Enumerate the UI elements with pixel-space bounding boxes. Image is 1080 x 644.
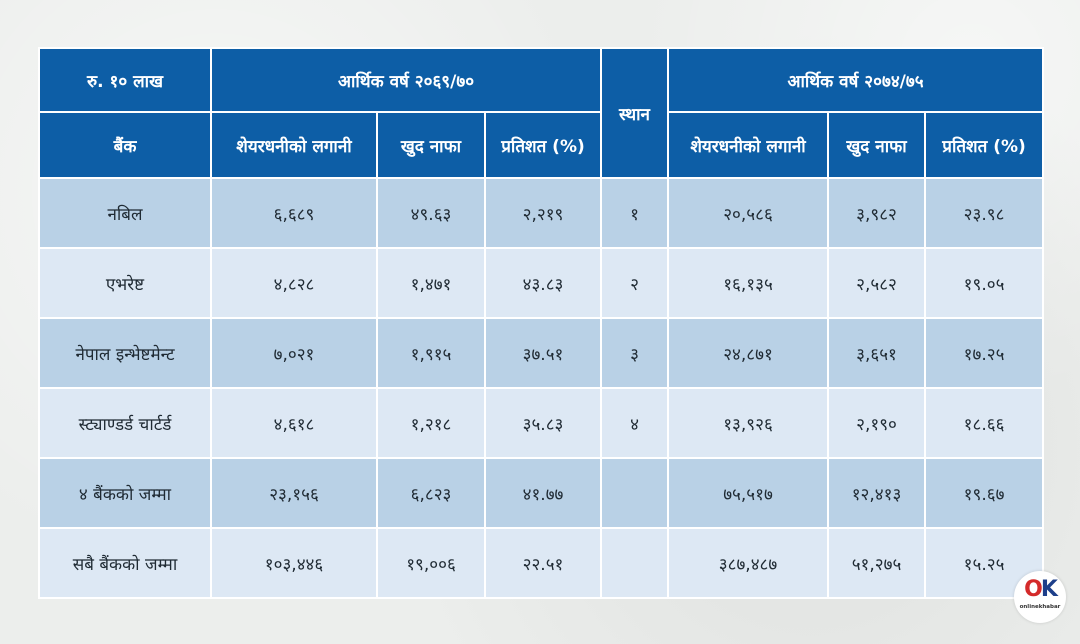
onlinekhabar-logo: OK onlinekhabar [1014, 571, 1066, 623]
bank-name-cell: नेपाल इन्भेष्टमेन्ट [38, 317, 212, 389]
fiscal-year-right-header: आर्थिक वर्ष २०७४/७५ [667, 47, 1045, 113]
header-row-sub: बैंक शेयरधनीको लगानी खुद नाफा प्रतिशत (%… [38, 111, 1045, 179]
percent-header-left: प्रतिशत (%) [483, 111, 603, 179]
percent-cell-left: ४१.७७ [483, 457, 603, 529]
rank-cell: ३ [600, 317, 670, 389]
profit-cell-left: १९,००६ [376, 527, 486, 599]
investment-cell-right: ७५,५१७ [667, 457, 830, 529]
profit-header-right: खुद नाफा [827, 111, 927, 179]
profit-cell-left: १,४७१ [376, 247, 486, 319]
profit-cell-left: ६,८२३ [376, 457, 486, 529]
percent-cell-right: १९.०५ [924, 247, 1045, 319]
table-row-total: सबै बैंकको जम्मा १०३,४४६ १९,००६ २२.५१ ३८… [38, 527, 1045, 599]
fiscal-year-left-header: आर्थिक वर्ष २०६९/७० [209, 47, 603, 113]
investment-cell-left: ४,८२८ [210, 247, 378, 319]
bank-comparison-table: रु. १० लाख आर्थिक वर्ष २०६९/७० स्थान आर्… [38, 47, 1045, 599]
rank-header: स्थान [600, 47, 670, 179]
investment-header-left: शेयरधनीको लगानी [210, 111, 378, 179]
investment-cell-left: ४,६१८ [210, 387, 378, 459]
investment-cell-left: २३,१५६ [210, 457, 378, 529]
bank-name-cell: सबै बैंकको जम्मा [38, 527, 212, 599]
table-row-subtotal: ४ बैंकको जम्मा २३,१५६ ६,८२३ ४१.७७ ७५,५१७… [38, 457, 1045, 529]
table-row: नबिल ६,६८९ ४९.६३ २,२१९ १ २०,५८६ ३,९८२ २३… [38, 177, 1045, 249]
profit-cell-right: ३,९८२ [827, 177, 927, 249]
profit-cell-right: ३,६५१ [827, 317, 927, 389]
investment-cell-right: २४,८७१ [667, 317, 830, 389]
investment-cell-left: ६,६८९ [210, 177, 378, 249]
bank-name-cell: स्ट्याण्डर्ड चार्टर्ड [38, 387, 212, 459]
investment-cell-right: ३८७,४८७ [667, 527, 830, 599]
table-row: स्ट्याण्डर्ड चार्टर्ड ४,६१८ १,२१८ ३५.८३ … [38, 387, 1045, 459]
bank-header: बैंक [38, 111, 212, 179]
logo-mark: OK [1024, 577, 1058, 602]
bank-name-cell: नबिल [38, 177, 212, 249]
investment-header-right: शेयरधनीको लगानी [667, 111, 830, 179]
percent-cell-right: १८.६६ [924, 387, 1045, 459]
investment-cell-right: १३,९२६ [667, 387, 830, 459]
profit-cell-right: २,१९० [827, 387, 927, 459]
rank-cell [600, 457, 670, 529]
rank-cell: १ [600, 177, 670, 249]
header-row-top: रु. १० लाख आर्थिक वर्ष २०६९/७० स्थान आर्… [38, 47, 1045, 179]
table-row: एभरेष्ट ४,८२८ १,४७१ ४३.८३ २ १६,१३५ २,५८२… [38, 247, 1045, 319]
bank-name-cell: एभरेष्ट [38, 247, 212, 319]
profit-cell-right: १२,४१३ [827, 457, 927, 529]
percent-cell-left: ३७.५१ [483, 317, 603, 389]
rank-cell [600, 527, 670, 599]
profit-cell-left: १,९१५ [376, 317, 486, 389]
investment-cell-right: १६,१३५ [667, 247, 830, 319]
profit-cell-left: १,२१८ [376, 387, 486, 459]
percent-cell-right: २३.९८ [924, 177, 1045, 249]
percent-cell-right: १९.६७ [924, 457, 1045, 529]
percent-cell-left: ४३.८३ [483, 247, 603, 319]
profit-header-left: खुद नाफा [376, 111, 486, 179]
table-row: नेपाल इन्भेष्टमेन्ट ७,०२१ १,९१५ ३७.५१ ३ … [38, 317, 1045, 389]
investment-cell-left: १०३,४४६ [210, 527, 378, 599]
rank-cell: २ [600, 247, 670, 319]
investment-cell-left: ७,०२१ [210, 317, 378, 389]
investment-cell-right: २०,५८६ [667, 177, 830, 249]
percent-cell-left: ३५.८३ [483, 387, 603, 459]
bank-name-cell: ४ बैंकको जम्मा [38, 457, 212, 529]
corner-label: रु. १० लाख [38, 47, 212, 113]
percent-cell-right: १७.२५ [924, 317, 1045, 389]
rank-cell: ४ [600, 387, 670, 459]
profit-cell-right: ५१,२७५ [827, 527, 927, 599]
percent-cell-left: २२.५१ [483, 527, 603, 599]
profit-cell-right: २,५८२ [827, 247, 927, 319]
percent-cell-left: २,२१९ [483, 177, 603, 249]
profit-cell-left: ४९.६३ [376, 177, 486, 249]
percent-cell-right: १५.२५ [924, 527, 1045, 599]
logo-wordmark: onlinekhabar [1019, 604, 1061, 610]
percent-header-right: प्रतिशत (%) [924, 111, 1045, 179]
